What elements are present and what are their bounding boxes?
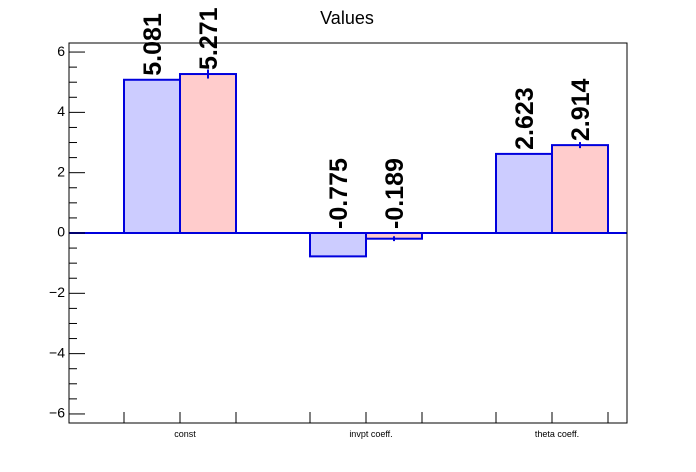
y-tick-label: 4 xyxy=(57,103,65,119)
x-category-label: invpt coeff. xyxy=(349,429,392,439)
y-tick-label: −4 xyxy=(49,344,65,360)
data-label: -0.189 xyxy=(381,158,409,229)
bars-layer xyxy=(69,69,627,258)
x-axis: const invpt coeff. theta coeff. xyxy=(123,412,609,439)
x-category-label: theta coeff. xyxy=(535,429,579,439)
chart-title: Values xyxy=(320,8,374,28)
y-tick-label: −6 xyxy=(49,405,65,421)
value-labels-layer: 5.081 -0.775 2.623 5.271 -0.189 2.914 xyxy=(139,7,595,229)
bar xyxy=(123,78,181,234)
y-tick-label: 6 xyxy=(57,43,65,59)
bar xyxy=(309,232,367,258)
bar xyxy=(495,152,553,234)
data-label: 5.081 xyxy=(139,13,167,76)
y-tick-label: 0 xyxy=(57,224,65,240)
y-tick-label: 2 xyxy=(57,163,65,179)
data-label: 2.914 xyxy=(567,78,595,141)
bar xyxy=(551,144,609,234)
data-label: -0.775 xyxy=(325,158,353,229)
y-tick-label: −2 xyxy=(49,284,65,300)
y-axis: −6 −4 −2 0 2 4 6 xyxy=(49,43,85,421)
bar xyxy=(179,73,237,234)
data-label: 5.271 xyxy=(195,7,223,70)
x-category-label: const xyxy=(174,429,196,439)
data-label: 2.623 xyxy=(511,87,539,150)
